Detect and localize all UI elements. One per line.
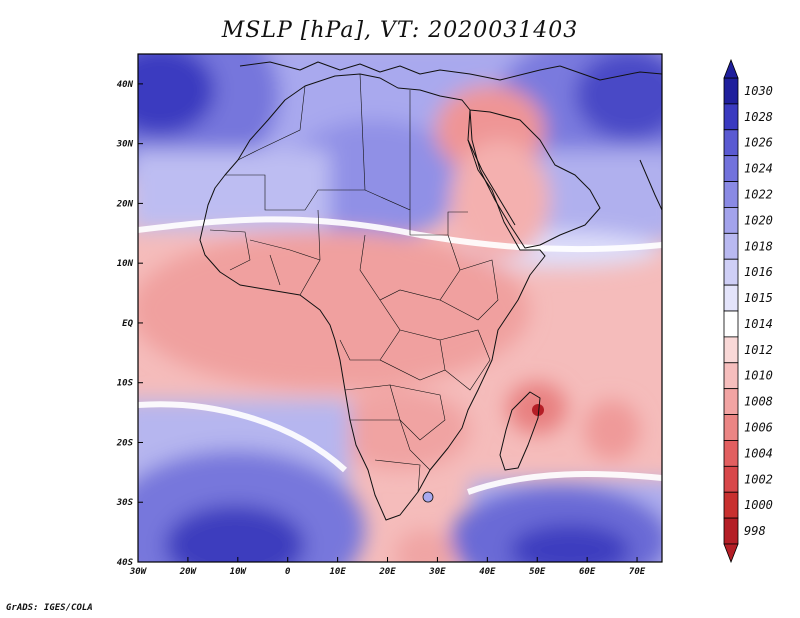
low-core <box>532 404 544 416</box>
colorbar-label: 1010 <box>744 369 773 383</box>
colorbar-label: 1015 <box>744 291 773 305</box>
lat-tick-label: 40N <box>117 80 134 90</box>
colorbar-label: 1020 <box>744 213 773 227</box>
lon-tick-label: 10E <box>329 567 346 577</box>
lat-tick-label: 10N <box>117 259 134 269</box>
lon-tick-label: 10W <box>230 567 248 577</box>
colorbar-swatch <box>723 336 739 364</box>
lat-tick-label: 20N <box>116 199 134 209</box>
colorbar-label: 1016 <box>744 265 773 279</box>
colorbar-swatch <box>723 362 739 390</box>
colorbar-swatch <box>723 181 739 208</box>
lon-tick-label: 40E <box>479 567 496 577</box>
latitude-axis: 40N 30N 20N 10N EQ 10S 20S 30S 40S <box>116 80 143 568</box>
lon-tick-label: 20W <box>179 567 198 577</box>
colorbar-label: 1000 <box>744 498 773 512</box>
colorbar-swatch <box>723 129 739 157</box>
colorbar-swatch <box>723 232 739 260</box>
lon-tick-label: 0 <box>285 567 291 577</box>
colorbar: 1030 1028 1026 1024 1022 1020 1018 1016 1015 1014… <box>723 58 773 564</box>
colorbar-label: 1012 <box>744 343 773 357</box>
colorbar-label: 1008 <box>744 395 773 409</box>
colorbar-extend-top <box>723 58 739 79</box>
map-title: MSLP [hPa], VT: 2020031403 <box>221 18 579 43</box>
colorbar-label: 1024 <box>744 162 773 176</box>
lon-tick-label: 70E <box>629 567 646 577</box>
colorbar-label: 1014 <box>744 317 773 331</box>
colorbar-swatch <box>723 207 739 234</box>
colorbar-label: 1018 <box>744 239 773 253</box>
lon-tick-label: 30E <box>428 567 446 577</box>
colorbar-label: 1022 <box>744 188 773 202</box>
colorbar-label: 1026 <box>744 136 773 150</box>
colorbar-label: 1002 <box>744 472 773 486</box>
colorbar-swatch <box>723 310 739 338</box>
colorbar-swatch <box>723 440 739 467</box>
lat-tick-label: 20S <box>116 438 134 448</box>
lat-tick-label: 30S <box>116 498 134 508</box>
lat-tick-label: 40S <box>117 558 134 568</box>
lat-tick-label: EQ <box>122 319 133 329</box>
lat-tick-label: 10S <box>117 379 134 389</box>
colorbar-swatch <box>723 155 739 182</box>
lat-tick-label: 30N <box>116 140 134 150</box>
colorbar-swatch <box>723 103 739 131</box>
colorbar-swatch <box>723 517 739 545</box>
contour-1014-south <box>138 401 662 495</box>
lon-tick-label: 50E <box>529 567 546 577</box>
colorbar-label: 998 <box>744 524 766 538</box>
map-frame <box>137 53 663 563</box>
colorbar-swatch <box>723 465 739 493</box>
colorbar-label: 1006 <box>744 421 773 435</box>
lon-tick-label: 60E <box>579 567 596 577</box>
colorbar-label: 1004 <box>744 446 773 460</box>
colorbar-swatch <box>723 77 739 105</box>
colorbar-swatch <box>723 258 739 286</box>
colorbar-swatch <box>723 491 739 519</box>
country-borders <box>209 73 499 493</box>
lon-tick-label: 20E <box>378 567 396 577</box>
longitude-axis: 30W 20W 10W 0 10E 20E 30E 40E 50E 60E 70E <box>129 557 646 577</box>
colorbar-label: 1030 <box>744 84 773 98</box>
lon-tick-label: 30W <box>129 567 148 577</box>
colorbar-label: 1028 <box>744 110 773 124</box>
colorbar-extend-bottom <box>723 543 739 564</box>
colorbar-swatch <box>723 284 739 312</box>
pressure-field <box>138 54 662 562</box>
colorbar-swatch <box>723 414 739 441</box>
credit-text: GrADS: IGES/COLA <box>6 603 93 613</box>
colorbar-swatch <box>723 388 739 415</box>
